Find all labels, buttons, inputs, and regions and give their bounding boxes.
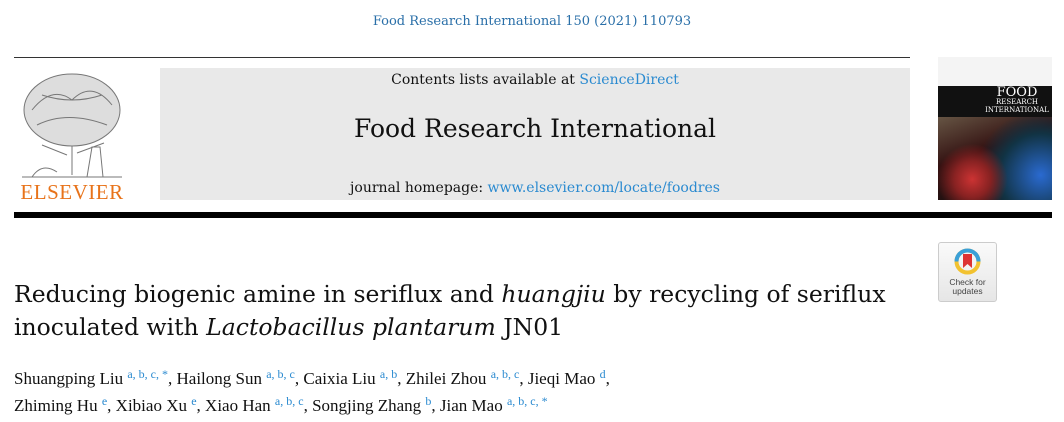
homepage-link[interactable]: www.elsevier.com/locate/foodres [487, 180, 720, 196]
check-for-updates-label: Check for updates [939, 278, 996, 296]
cover-photo [938, 117, 1052, 200]
author-name[interactable]: Zhiming Hu [14, 396, 98, 415]
author-separator: , [605, 369, 610, 388]
author-name[interactable]: Jieqi Mao [527, 369, 596, 388]
author-name[interactable]: Songjing Zhang [312, 396, 422, 415]
cover-header [938, 57, 1052, 86]
author-name[interactable]: Jian Mao [439, 396, 503, 415]
elsevier-wordmark: ELSEVIER [20, 180, 124, 204]
title-text: JN01 [495, 313, 564, 341]
author-name[interactable]: Shuangping Liu [14, 369, 124, 388]
homepage-line: journal homepage: www.elsevier.com/locat… [160, 180, 910, 196]
author-separator: , [303, 396, 313, 415]
author-affiliation[interactable]: a, b [379, 367, 398, 381]
author-separator: , [519, 369, 528, 388]
contents-prefix: Contents lists available at [391, 72, 580, 88]
author-affiliation[interactable]: b [425, 394, 432, 408]
journal-banner: Contents lists available at ScienceDirec… [160, 68, 910, 200]
elsevier-tree-logo-icon [22, 73, 122, 178]
cover-title-line: RESEARCH [995, 98, 1039, 106]
sciencedirect-link[interactable]: ScienceDirect [579, 72, 679, 88]
header-divider [14, 57, 910, 58]
author-separator: , [294, 369, 304, 388]
title-text: inoculated with [14, 313, 207, 341]
journal-title: Food Research International [353, 114, 717, 143]
author-affiliation[interactable]: a, b, c [266, 367, 295, 381]
author-name[interactable]: Xiao Han [205, 396, 271, 415]
check-line1: Check for [949, 277, 986, 287]
author-affiliation[interactable]: a, b, c [274, 394, 304, 408]
author-name[interactable]: Caixia Liu [303, 369, 376, 388]
author-affiliation[interactable]: e [191, 394, 197, 408]
crossmark-icon [954, 248, 981, 275]
author-separator: , [397, 369, 406, 388]
cover-title-line: FOOD [996, 85, 1038, 100]
author-separator: , [431, 396, 440, 415]
author-affiliation[interactable]: e [101, 394, 108, 408]
title-italic: huangjiu [501, 280, 606, 308]
title-italic: Lactobacillus plantarum [206, 313, 496, 341]
journal-cover-image[interactable]: FOOD RESEARCH INTERNATIONAL [938, 57, 1052, 200]
author-separator: , [107, 396, 116, 415]
cover-title-line: INTERNATIONAL [985, 106, 1049, 114]
author-separator: , [168, 369, 177, 388]
title-text: Reducing biogenic amine in seriflux and [14, 280, 502, 308]
author-name[interactable]: Xibiao Xu [115, 396, 187, 415]
title-text: by recycling of seriflux [605, 280, 886, 308]
contents-line: Contents lists available at ScienceDirec… [160, 72, 910, 88]
author-list: Shuangping Liu a, b, c, *, Hailong Sun a… [14, 365, 610, 419]
author-name[interactable]: Zhilei Zhou [405, 369, 487, 388]
author-affiliation[interactable]: d [599, 367, 606, 381]
author-affiliation[interactable]: a, b, c [490, 367, 520, 381]
check-for-updates-button[interactable]: Check for updates [938, 242, 997, 302]
cover-title: FOOD RESEARCH INTERNATIONAL [984, 85, 1050, 114]
article-title: Reducing biogenic amine in seriflux and … [14, 278, 886, 344]
author-separator: , [196, 396, 206, 415]
homepage-prefix: journal homepage: [350, 180, 488, 196]
header-thick-divider [14, 212, 1052, 218]
author-affiliation[interactable]: a, b, c, * [506, 394, 548, 408]
journal-reference[interactable]: Food Research International 150 (2021) 1… [372, 14, 692, 29]
check-line2: updates [952, 286, 983, 296]
author-name[interactable]: Hailong Sun [176, 369, 262, 388]
author-affiliation[interactable]: a, b, c, * [127, 367, 168, 381]
